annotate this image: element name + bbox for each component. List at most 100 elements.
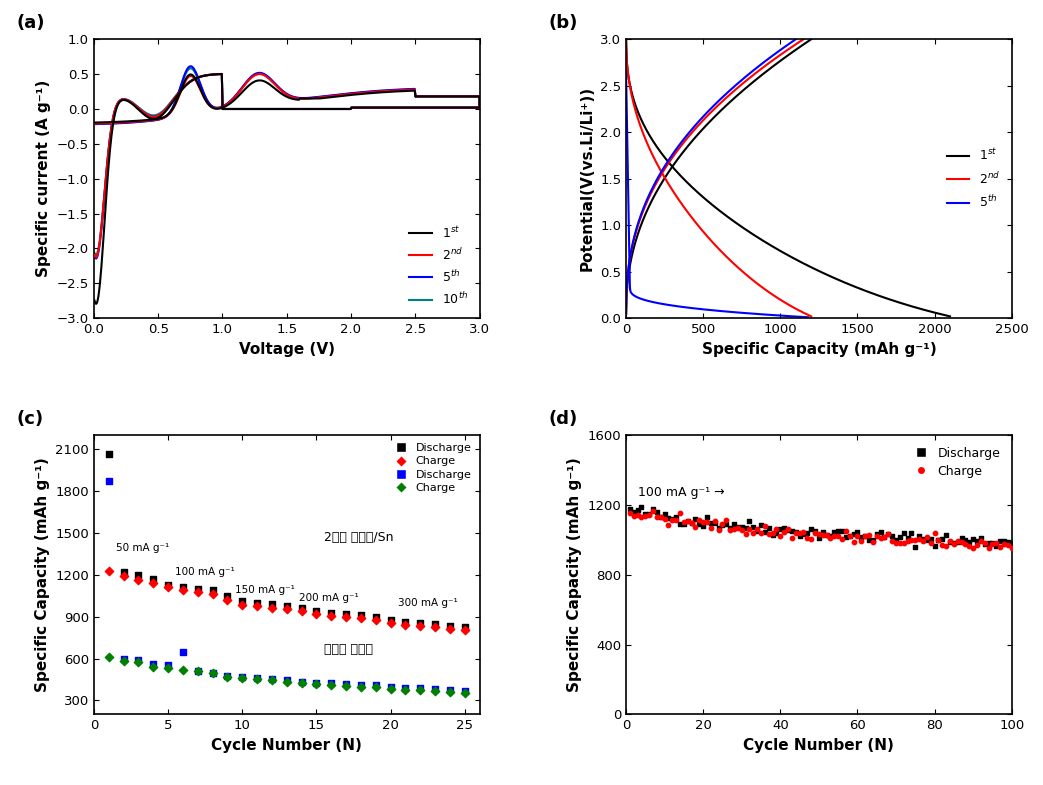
Text: 100 mA g⁻¹ →: 100 mA g⁻¹ → [637, 486, 724, 498]
Legend: 1$^{st}$, 2$^{nd}$, 5$^{th}$: 1$^{st}$, 2$^{nd}$, 5$^{th}$ [942, 143, 1005, 215]
Point [795, 525, 811, 538]
Point [872, 526, 889, 539]
Point [883, 530, 900, 542]
Point [1003, 537, 1020, 550]
Point [899, 535, 916, 547]
Point [683, 517, 700, 529]
Point [457, 685, 474, 697]
Point [367, 681, 384, 694]
Point [996, 535, 1013, 547]
Point [441, 623, 458, 635]
Point [992, 541, 1009, 553]
Point [382, 682, 398, 695]
Point [412, 682, 429, 695]
Point [865, 535, 881, 548]
Point [930, 534, 947, 546]
Point [883, 535, 900, 547]
Point [718, 517, 734, 530]
Point [833, 533, 850, 546]
Point [753, 519, 770, 531]
Point [856, 530, 873, 542]
Point [234, 671, 250, 684]
Point [293, 605, 310, 618]
Point [145, 658, 162, 670]
Point [710, 521, 727, 534]
Point [278, 674, 295, 686]
Point [903, 534, 920, 546]
Point [888, 533, 904, 546]
Point [938, 539, 954, 552]
Point [706, 517, 723, 529]
Point [999, 539, 1016, 551]
Text: (b): (b) [549, 14, 578, 32]
Point [949, 535, 966, 548]
Point [664, 513, 681, 526]
Point [427, 683, 443, 696]
Point [160, 659, 176, 671]
Point [969, 539, 986, 551]
Point [926, 528, 943, 540]
Point [160, 579, 176, 591]
Point [626, 509, 642, 522]
Point [815, 526, 831, 539]
Point [248, 600, 265, 612]
Point [382, 613, 398, 626]
Point [726, 523, 743, 535]
Point [988, 537, 1004, 550]
Text: (d): (d) [549, 411, 578, 429]
Point [919, 534, 936, 546]
Point [972, 535, 989, 547]
Point [803, 533, 820, 546]
Point [792, 527, 808, 539]
Point [799, 527, 816, 539]
Point [264, 598, 281, 611]
Point [942, 535, 959, 548]
Point [676, 518, 693, 531]
Point [683, 517, 700, 529]
Point [1003, 542, 1020, 555]
Point [441, 619, 458, 632]
Point [706, 515, 723, 528]
X-axis label: Cycle Number (N): Cycle Number (N) [212, 738, 362, 753]
Point [441, 686, 458, 699]
Point [695, 520, 711, 532]
Point [742, 523, 758, 535]
Point [649, 510, 665, 523]
Point [865, 534, 881, 546]
Point [100, 475, 117, 487]
Point [656, 508, 673, 520]
Point [687, 520, 704, 533]
Point [338, 608, 355, 620]
Point [869, 530, 886, 542]
Point [204, 666, 221, 679]
Point [338, 680, 355, 692]
Point [922, 536, 939, 549]
Point [965, 542, 981, 554]
Point [860, 529, 877, 542]
Point [938, 529, 954, 542]
Point [915, 535, 931, 548]
Point [308, 605, 324, 618]
Point [679, 515, 696, 528]
Point [880, 528, 897, 540]
Point [895, 537, 912, 550]
Point [130, 568, 147, 581]
Text: 200 mA g⁻¹: 200 mA g⁻¹ [298, 593, 359, 603]
Point [676, 516, 693, 528]
Point [765, 529, 781, 542]
Y-axis label: Specific Capacity (mAh g⁻¹): Specific Capacity (mAh g⁻¹) [567, 458, 582, 692]
Point [999, 536, 1016, 549]
Point [876, 531, 893, 543]
Point [234, 599, 250, 612]
Point [115, 566, 131, 579]
Point [722, 524, 738, 537]
Point [412, 617, 429, 630]
Point [660, 512, 677, 524]
Point [783, 532, 800, 545]
Point [653, 510, 670, 523]
Point [699, 516, 715, 528]
Point [799, 532, 816, 545]
Point [772, 523, 789, 535]
Point [819, 528, 835, 541]
Point [768, 523, 784, 535]
